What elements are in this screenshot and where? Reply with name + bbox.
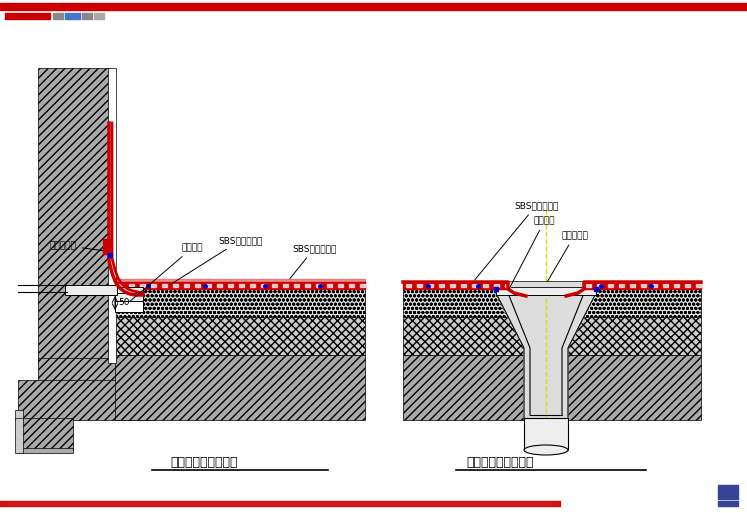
Bar [718,501,738,506]
Bar [403,317,701,355]
Bar [115,289,365,317]
Text: SBS卷材防水层: SBS卷材防水层 [290,244,336,279]
Text: 密封嵌密封: 密封嵌密封 [50,241,103,251]
Bar [403,289,701,317]
Bar [496,287,596,295]
Bar [18,380,153,420]
Bar [403,355,701,420]
Polygon shape [496,293,596,420]
Bar [524,418,568,450]
Bar [115,301,143,312]
Text: 雨水篦子: 雨水篦子 [130,243,203,301]
Bar [15,410,23,420]
Text: 直式水落口防水做法: 直式水落口防水做法 [466,456,533,469]
Text: SBS卷材附加层: SBS卷材附加层 [170,236,262,285]
Text: 密封嵌密封: 密封嵌密封 [548,231,588,282]
Bar [115,293,143,303]
Bar [718,485,738,499]
Bar [115,355,365,420]
Bar [103,239,112,255]
Bar [38,358,153,383]
Bar [115,317,365,355]
Bar [38,68,110,363]
Ellipse shape [524,445,568,455]
Bar [65,285,117,295]
Bar [18,418,73,450]
Bar [108,68,116,363]
Text: SBS卷材防水层: SBS卷材防水层 [475,201,558,280]
Bar [18,448,73,453]
Text: 横式水落口防水做法: 横式水落口防水做法 [170,456,238,469]
Text: 50: 50 [118,298,129,307]
Bar [15,418,23,453]
Bar [115,287,143,295]
Bar [508,281,584,287]
Text: 雨水篦子: 雨水篦子 [509,216,556,288]
